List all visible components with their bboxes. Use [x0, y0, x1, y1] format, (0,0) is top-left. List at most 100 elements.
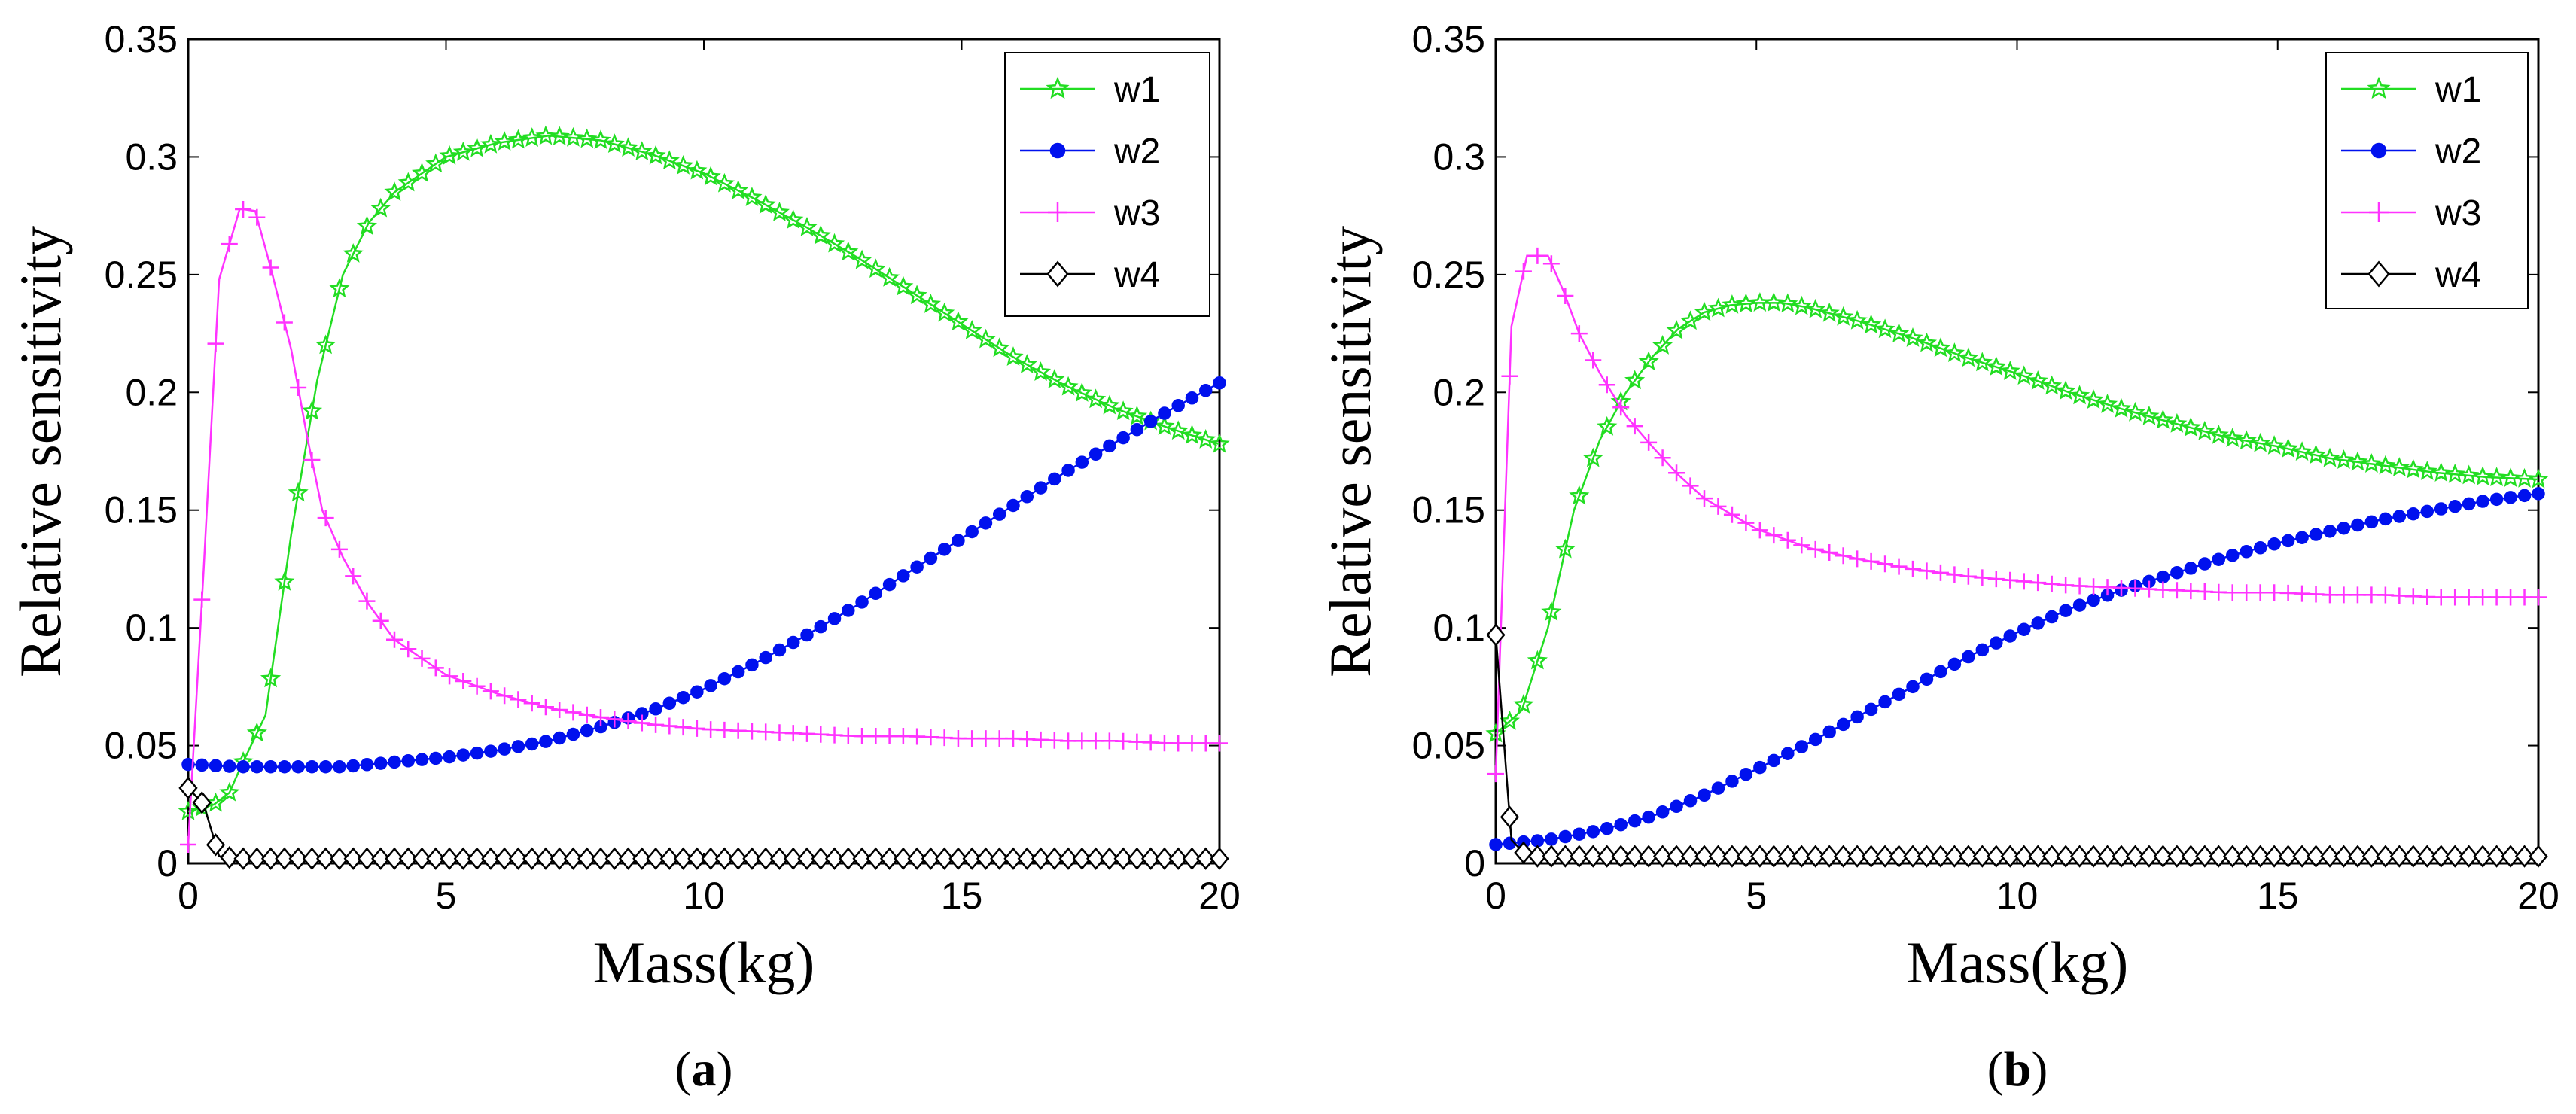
series-w4	[178, 776, 1229, 870]
data-point-diamond	[1141, 847, 1161, 870]
legend-box	[2325, 52, 2529, 309]
data-point-plus	[2127, 580, 2144, 597]
data-point-dot	[278, 759, 291, 774]
data-point-plus	[276, 314, 293, 331]
data-point-diamond	[2028, 845, 2048, 868]
data-point-diamond	[646, 847, 665, 870]
data-point-dot	[1990, 636, 2003, 650]
data-point-star	[1209, 433, 1230, 453]
series-layer	[1485, 247, 2549, 868]
data-point-diamond	[1778, 845, 1798, 868]
x-tick-label: 10	[683, 875, 725, 917]
data-point-plus	[2335, 586, 2352, 604]
data-point-star	[2236, 430, 2257, 450]
data-point-star	[466, 137, 488, 157]
y-tick-label: 0.1	[1433, 607, 1485, 649]
data-point-diamond	[2473, 845, 2492, 868]
data-point-diamond	[1764, 845, 1783, 868]
data-point-dot	[2059, 604, 2072, 617]
data-point-diamond	[1944, 845, 1965, 868]
data-point-diamond	[839, 847, 858, 870]
data-point-plus	[647, 716, 665, 733]
data-point-star	[2367, 76, 2391, 99]
data-point-plus	[1723, 506, 1740, 523]
data-point-star	[1499, 710, 1520, 730]
data-point-diamond	[1003, 847, 1023, 870]
data-point-star	[2139, 405, 2160, 425]
data-point-diamond	[632, 847, 652, 870]
data-point-diamond	[2445, 845, 2465, 868]
legend-box	[1004, 52, 1210, 317]
data-point-star	[1597, 415, 1618, 436]
data-point-diamond	[1903, 845, 1923, 868]
data-point-diamond	[1100, 847, 1119, 870]
data-point-star	[728, 180, 749, 199]
data-point-dot	[1171, 399, 1185, 412]
data-point-star	[219, 781, 240, 802]
data-point-star	[425, 153, 446, 173]
series-line-w1	[187, 135, 1220, 813]
y-tick-label: 0.25	[1412, 254, 1485, 296]
data-point-plus	[2419, 589, 2436, 606]
data-point-dot	[2253, 541, 2267, 555]
data-point-diamond	[1127, 847, 1147, 870]
data-point-dot	[553, 731, 566, 745]
data-point-plus	[2071, 577, 2088, 595]
data-point-star	[2403, 458, 2424, 479]
data-point-dot	[2504, 491, 2517, 504]
data-point-plus	[2043, 575, 2060, 592]
data-point-star	[2306, 444, 2327, 464]
data-point-plus	[537, 699, 554, 716]
data-point-star	[1513, 694, 1534, 714]
data-point-star	[865, 258, 886, 278]
data-point-star	[1031, 361, 1052, 381]
data-point-star	[260, 668, 282, 688]
data-point-dot	[580, 723, 594, 738]
data-point-star	[384, 181, 405, 201]
data-point-dot	[1198, 384, 1213, 397]
data-point-diamond	[1583, 845, 1603, 868]
data-point-diamond	[1155, 847, 1174, 870]
data-point-star	[507, 129, 529, 149]
data-point-plus	[2294, 585, 2311, 602]
data-point-dot	[1600, 821, 1614, 836]
data-point-star	[632, 141, 653, 161]
data-point-diamond	[220, 846, 239, 869]
data-point-plus	[2015, 573, 2032, 590]
data-point-plus	[1918, 562, 1935, 580]
data-point-diamond	[1931, 845, 1950, 868]
data-point-plus	[441, 668, 458, 685]
y-tick-label: 0.2	[1433, 371, 1485, 413]
data-point-diamond	[1722, 845, 1742, 868]
data-point-star	[783, 209, 804, 229]
data-point-star	[645, 145, 666, 165]
data-point-diamond	[907, 847, 927, 870]
data-point-plus	[235, 200, 252, 218]
series-w3	[1487, 247, 2547, 783]
data-point-dot	[223, 759, 236, 773]
data-point-dot	[209, 759, 223, 773]
data-point-star	[246, 722, 267, 742]
x-tick-label: 0	[1485, 875, 1506, 917]
data-point-dot	[855, 595, 869, 609]
data-point-dot	[1158, 406, 1171, 420]
data-point-star	[741, 187, 763, 206]
data-point-plus	[661, 717, 678, 735]
data-point-diamond	[2306, 845, 2326, 868]
data-point-dot	[1767, 753, 1781, 768]
data-point-dot	[1545, 832, 1558, 846]
data-point-dot	[800, 628, 814, 642]
data-point-plus	[578, 706, 595, 723]
data-point-star	[1582, 447, 1603, 467]
data-point-star	[2347, 451, 2368, 471]
data-point-diamond	[769, 847, 790, 870]
data-point-diamond	[275, 847, 294, 870]
data-point-dot	[2031, 616, 2045, 630]
data-point-diamond	[2056, 845, 2075, 868]
data-point-diamond	[1694, 845, 1714, 868]
x-tick-label: 20	[2517, 875, 2559, 917]
data-point-diamond	[659, 847, 679, 870]
data-point-plus	[2369, 202, 2389, 222]
data-point-dot	[924, 551, 938, 565]
data-point-star	[412, 163, 433, 182]
